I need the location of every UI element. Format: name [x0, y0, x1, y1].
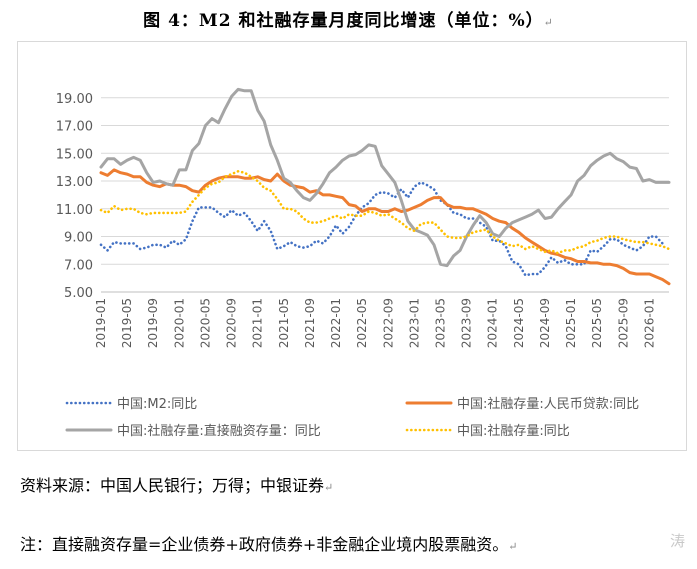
source-note: 资料来源：中国人民银行；万得；中银证券↵	[20, 476, 334, 495]
x-tick-label: 2022-05	[355, 298, 369, 348]
x-tick-label: 2023-09	[460, 298, 474, 348]
x-tick-label: 2020-01	[172, 298, 186, 348]
x-tick-label: 2023-01	[407, 298, 421, 348]
y-tick-label: 9.00	[64, 231, 93, 246]
x-tick-label: 2023-05	[433, 298, 447, 348]
legend-label-0: 中国:M2:同比	[117, 397, 197, 412]
x-tick-label: 2025-05	[590, 298, 604, 348]
line-chart: 5.00 7.00 9.00 11.00 13.00 15.00 17.00 19.00 201…	[56, 87, 671, 439]
series-line-1	[99, 168, 671, 286]
return-mark: ↵	[543, 16, 554, 29]
x-tick-label: 2024-01	[486, 298, 500, 348]
x-tick-label: 2025-01	[564, 298, 578, 348]
y-tick-label: 17.00	[56, 120, 93, 135]
watermark: 涛	[669, 532, 685, 550]
legend-label-3: 中国:社融存量:同比	[457, 423, 570, 439]
x-tick-label: 2021-09	[303, 298, 317, 348]
legend-label-2: 中国:社融存量:直接融资存量：同比	[117, 423, 321, 439]
return-mark: ↵	[324, 481, 334, 494]
series-line-3	[99, 170, 671, 255]
y-tick-label: 19.00	[56, 92, 93, 107]
x-tick-label: 2025-09	[616, 298, 630, 348]
x-tick-label: 2026-01	[642, 298, 656, 348]
x-tick-label: 2019-05	[120, 298, 134, 348]
series-line-0	[99, 181, 664, 277]
y-tick-label: 15.00	[56, 147, 93, 162]
footnote: 注：直接融资存量=企业债券+政府债券+非金融企业境内股票融资。↵	[20, 535, 518, 554]
return-mark: ↵	[508, 540, 518, 553]
x-tick-label: 2021-05	[277, 298, 291, 348]
y-tick-label: 7.00	[64, 258, 93, 273]
x-tick-label: 2020-05	[198, 298, 212, 348]
y-tick-label: 11.00	[56, 203, 93, 218]
x-tick-label: 2024-05	[512, 298, 526, 348]
legend-label-1: 中国:社融存量:人民币贷款:同比	[457, 396, 639, 412]
x-tick-label: 2021-01	[251, 298, 265, 348]
x-tick-label: 2019-01	[94, 298, 108, 348]
x-tick-label: 2024-09	[538, 298, 552, 348]
chart-frame	[17, 41, 687, 451]
x-tick-label: 2020-09	[225, 298, 239, 348]
x-tick-label: 2019-09	[146, 298, 160, 348]
x-tick-label: 2022-09	[381, 298, 395, 348]
chart-title: 图 4：M2 和社融存量月度同比增速（单位：%）↵	[143, 11, 554, 31]
x-tick-label: 2022-01	[329, 298, 343, 348]
series-line-2	[99, 87, 671, 268]
y-tick-label: 13.00	[56, 175, 93, 190]
y-tick-label: 5.00	[64, 286, 93, 301]
